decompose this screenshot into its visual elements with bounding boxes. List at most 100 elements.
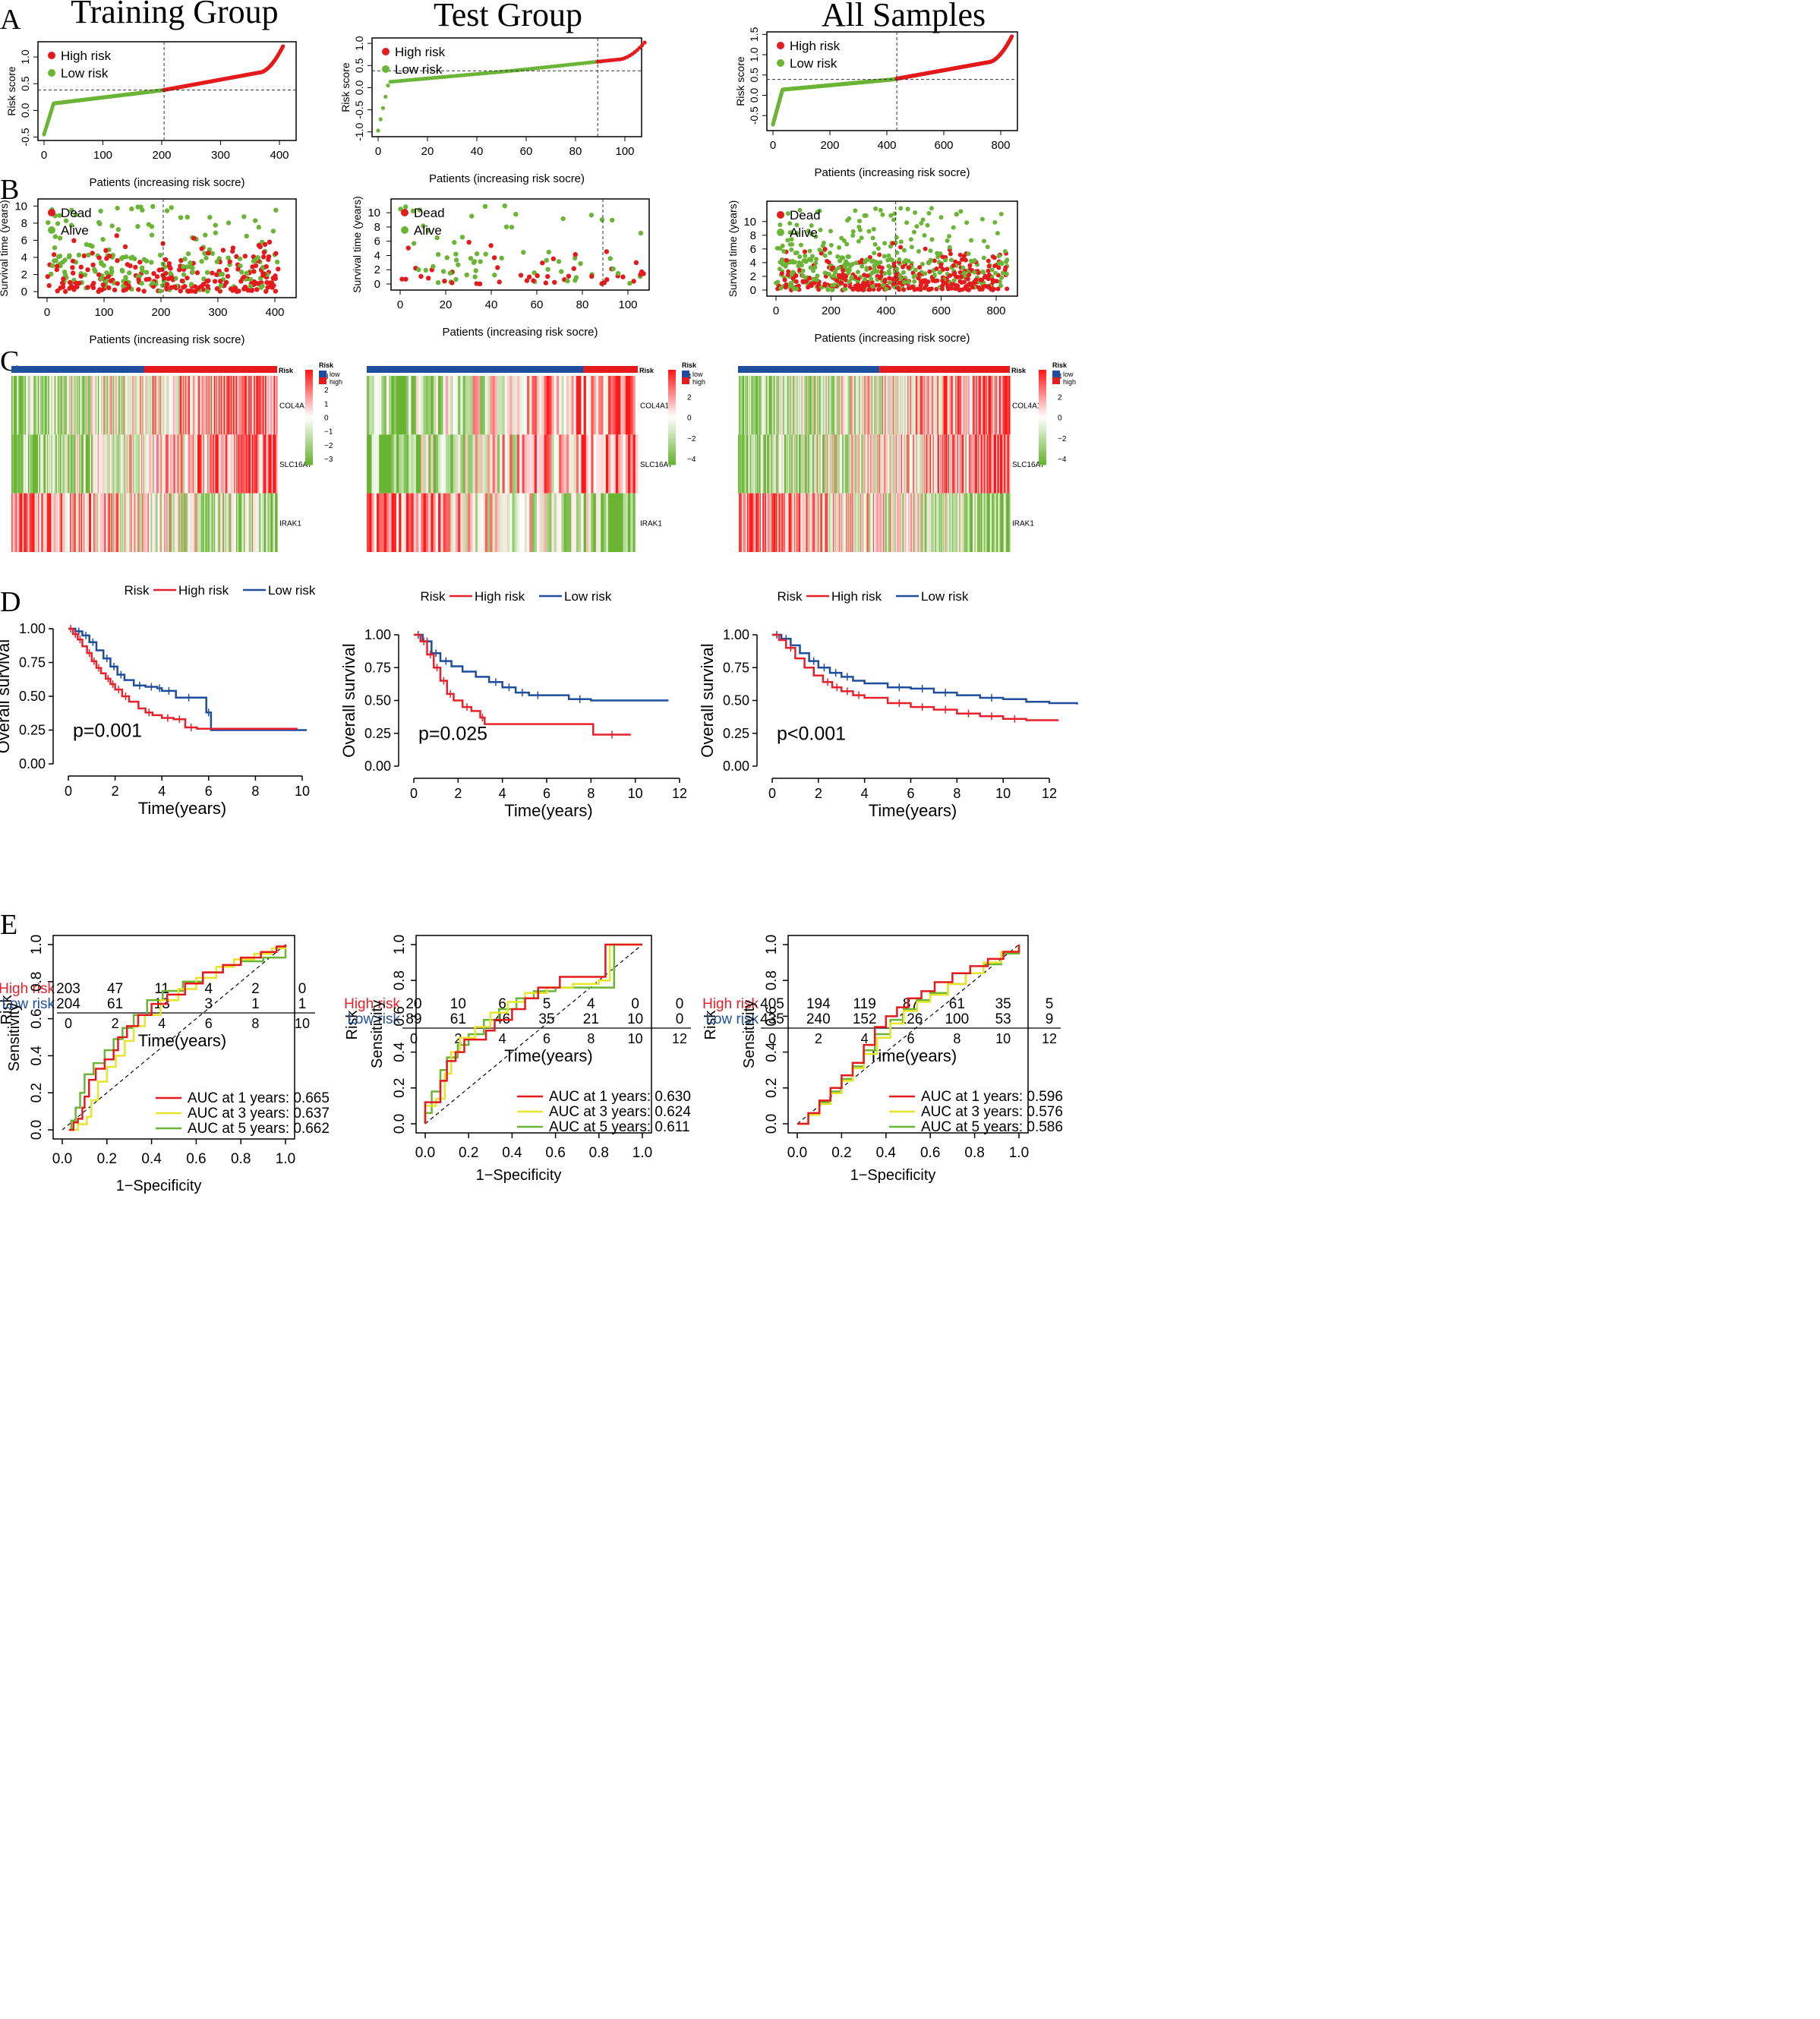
x-tick-label: 300 <box>208 306 227 319</box>
dead-point <box>918 279 923 284</box>
at-risk-high-value: 4 <box>205 981 213 997</box>
dead-point <box>71 287 77 292</box>
alive-point <box>998 211 1004 216</box>
dead-point <box>108 278 114 284</box>
alive-point <box>855 270 860 275</box>
heatmap-cell <box>635 376 639 435</box>
alive-point <box>565 278 570 284</box>
dead-point <box>841 268 846 273</box>
colorbar-segment <box>668 429 676 432</box>
dead-point <box>876 282 882 288</box>
alive-point <box>914 224 919 229</box>
dead-point <box>169 276 175 281</box>
dead-point <box>123 287 128 292</box>
x-axis-label: Patients (increasing risk socre) <box>814 332 970 345</box>
alive-point <box>809 254 815 259</box>
dead-point <box>266 254 272 260</box>
dead-point <box>894 272 899 277</box>
colorbar-segment <box>305 405 313 409</box>
x-axis-label: Patients (increasing risk socre) <box>442 326 598 339</box>
alive-point <box>870 284 875 289</box>
legend-label: Alive <box>790 226 818 240</box>
legend-marker <box>777 42 784 49</box>
alive-point <box>207 214 213 220</box>
dead-point <box>945 267 950 272</box>
alive-point <box>499 255 504 261</box>
km-legend-label: High risk <box>178 583 229 598</box>
alive-point <box>219 271 226 277</box>
x-axis-label: Patients (increasing risk socre) <box>814 166 970 179</box>
alive-point <box>76 252 82 258</box>
dead-point <box>951 263 956 268</box>
alive-point <box>992 219 998 225</box>
y-tick-label: 0.00 <box>19 756 46 771</box>
annotation-legend-label: low <box>330 371 340 378</box>
colorbar-segment <box>305 400 313 404</box>
at-risk-low-value: 3 <box>205 996 213 1012</box>
alive-point <box>164 208 170 213</box>
alive-point <box>452 240 457 245</box>
dead-point <box>923 246 928 251</box>
alive-point <box>966 251 971 257</box>
dead-point <box>891 281 896 286</box>
dead-point <box>887 276 892 281</box>
x-tick-label: 80 <box>576 298 589 311</box>
low-risk-point <box>386 84 390 88</box>
colorbar-segment <box>1039 453 1046 456</box>
alive-point <box>513 211 519 217</box>
alive-point <box>50 263 55 269</box>
colorbar-segment <box>1039 408 1046 411</box>
dead-point <box>46 282 52 289</box>
alive-point <box>509 224 515 230</box>
alive-point <box>794 286 800 292</box>
gene-label: SLC16A7 <box>640 461 673 469</box>
risk-table-tick-label: 6 <box>205 1016 213 1031</box>
dead-point <box>241 274 247 279</box>
y-tick-label: 0.75 <box>19 655 46 670</box>
dead-point <box>147 276 152 282</box>
alive-point <box>453 257 459 263</box>
alive-point <box>578 260 583 267</box>
y-tick-label: 0.00 <box>364 759 391 774</box>
colorbar-tick-label: 0 <box>687 415 692 423</box>
colorbar-segment <box>668 431 676 434</box>
dead-point <box>198 283 204 289</box>
y-tick-label: 0.5 <box>748 68 760 83</box>
dead-point <box>85 267 90 273</box>
alive-point <box>52 245 58 251</box>
alive-point <box>945 238 950 243</box>
colorbar-segment <box>305 398 313 402</box>
dead-point <box>191 235 197 241</box>
x-tick-label: 6 <box>543 786 550 801</box>
colorbar-segment <box>668 383 676 387</box>
dead-point <box>55 288 60 294</box>
colorbar-segment <box>1039 398 1046 402</box>
colorbar-segment <box>668 448 676 451</box>
dead-point <box>230 248 235 254</box>
alive-point <box>901 248 907 253</box>
y-tick-label: 4 <box>374 249 380 262</box>
dead-point <box>901 287 907 292</box>
x-tick-label: 8 <box>251 784 259 799</box>
x-tick-label: 100 <box>93 149 112 162</box>
alive-point <box>226 220 232 226</box>
colorbar-segment <box>305 462 313 465</box>
alive-point <box>969 238 974 243</box>
alive-point <box>248 276 254 282</box>
dead-point <box>405 245 411 251</box>
x-tick-label: 0 <box>410 786 418 801</box>
y-tick-label: 0.50 <box>364 693 391 708</box>
colorbar-segment <box>1039 431 1046 434</box>
heatmap-cell <box>276 376 278 435</box>
colorbar-segment <box>668 396 676 399</box>
dead-point <box>986 268 991 273</box>
alive-point <box>845 218 850 223</box>
dead-point <box>793 279 799 284</box>
colorbar-segment <box>1039 412 1046 415</box>
y-axis-label: Survival time (years) <box>351 196 363 293</box>
dead-point <box>71 238 77 244</box>
colorbar-segment <box>305 370 313 373</box>
dead-point <box>245 288 251 293</box>
colorbar-segment <box>668 408 676 411</box>
